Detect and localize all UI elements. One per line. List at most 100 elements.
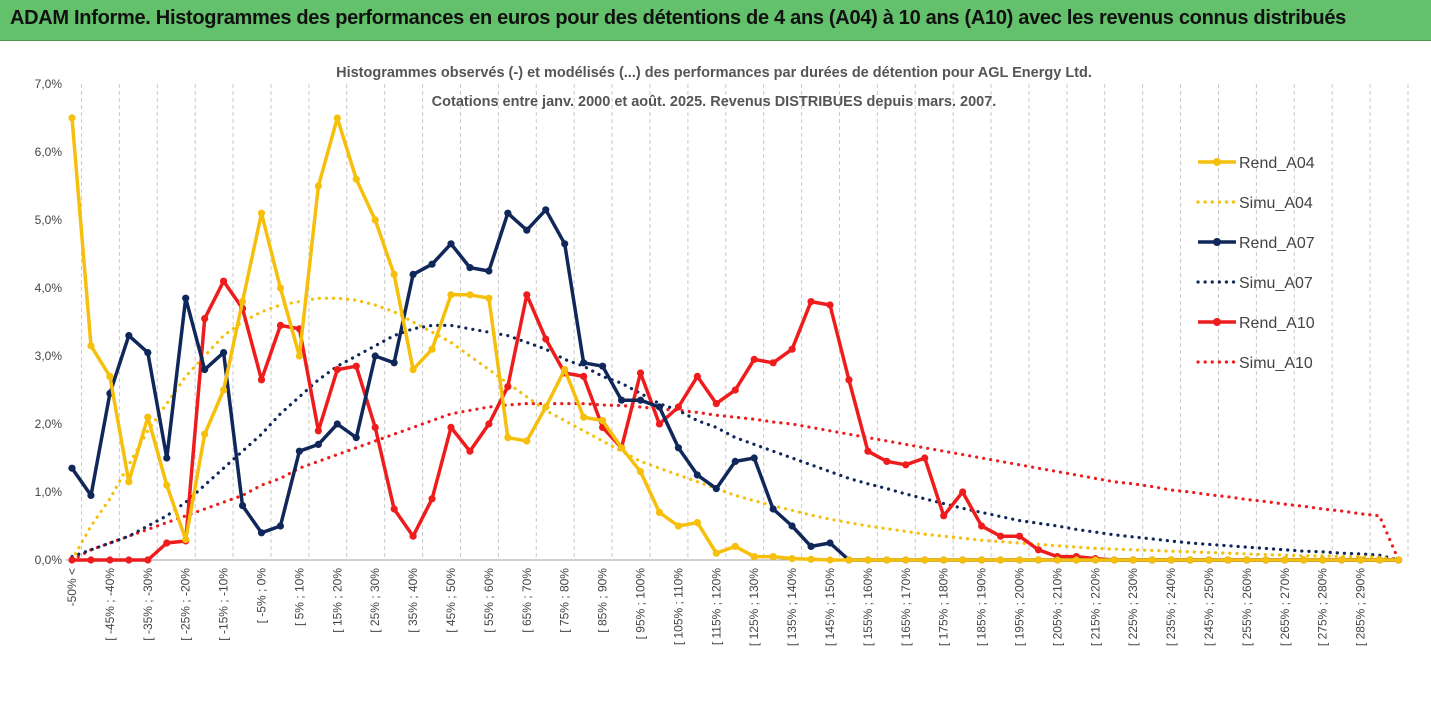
data-point (769, 505, 777, 513)
data-point (1034, 556, 1043, 564)
series-line (70, 323, 1401, 562)
x-tick-label: [ 155% ; 160% (861, 568, 875, 646)
data-point (87, 556, 95, 564)
data-point (712, 485, 720, 493)
x-tick-label: [ 205% ; 210% (1050, 568, 1064, 646)
data-point (693, 519, 701, 527)
data-point (826, 556, 834, 564)
data-point (542, 206, 550, 214)
data-point (523, 437, 531, 445)
legend-item-rend-a10: Rend_A10 (1198, 315, 1315, 332)
data-point (769, 553, 777, 561)
data-point (1224, 556, 1232, 564)
x-tick-label: [ -35% ; -30% (141, 568, 155, 641)
y-tick-label: 7,0% (35, 77, 63, 91)
data-point (352, 362, 360, 370)
data-point (996, 556, 1005, 564)
series-rend-a07 (68, 206, 1403, 564)
data-point (447, 291, 455, 299)
data-point (485, 294, 493, 302)
report-banner: ADAM Informe. Histogrammes des performan… (0, 0, 1431, 41)
data-point (1186, 556, 1194, 564)
series-simu-a07 (70, 323, 1401, 562)
x-tick-label: [ 245% ; 250% (1202, 568, 1216, 646)
data-point (144, 349, 152, 357)
legend-label: Rend_A07 (1239, 235, 1315, 252)
legend-label: Simu_A04 (1239, 195, 1313, 212)
data-point (1091, 556, 1099, 564)
data-point (580, 372, 588, 380)
data-point (428, 260, 436, 268)
data-point (333, 420, 341, 428)
data-point (996, 532, 1005, 540)
data-point (807, 298, 815, 306)
x-tick-label: [ 285% ; 290% (1354, 568, 1368, 646)
data-point (731, 386, 739, 394)
x-tick-label: [ 125% ; 130% (747, 568, 761, 646)
x-tick-label: [ 235% ; 240% (1164, 568, 1178, 646)
data-point (87, 491, 95, 499)
data-point (1357, 556, 1365, 564)
data-point (845, 376, 853, 384)
data-point (504, 383, 512, 391)
y-tick-label: 1,0% (35, 485, 63, 499)
data-point (409, 366, 417, 374)
y-tick-label: 4,0% (35, 281, 63, 295)
data-point (1034, 546, 1043, 554)
data-point (333, 366, 341, 374)
legend-item-simu-a04: Simu_A04 (1196, 195, 1313, 212)
data-point (201, 315, 209, 323)
data-point (276, 522, 285, 530)
data-point (542, 403, 550, 411)
data-point (504, 434, 512, 442)
x-tick-label: [ 195% ; 200% (1013, 568, 1027, 646)
data-point (940, 512, 948, 520)
data-point (87, 342, 95, 350)
data-point (636, 369, 645, 377)
x-tick-label: [ 45% ; 50% (444, 568, 458, 633)
y-tick-label: 2,0% (35, 417, 63, 431)
legend: Rend_A04 Simu_A04 Rend_A07 Simu_A07 Rend_A10… (1196, 155, 1315, 372)
data-point (636, 468, 645, 476)
data-point (333, 114, 341, 122)
data-point (1243, 556, 1251, 564)
data-point (580, 359, 588, 367)
data-point (1129, 556, 1137, 564)
data-point (940, 556, 948, 564)
x-tick-label: [ 115% ; 120% (709, 568, 723, 645)
data-point (428, 345, 436, 353)
data-point (257, 209, 266, 217)
data-point (921, 454, 929, 462)
x-tick-label: [ 55% ; 60% (482, 568, 496, 633)
data-point (921, 556, 929, 564)
data-point (1148, 556, 1156, 564)
data-point (978, 522, 986, 530)
x-tick-label: -50% < (65, 568, 79, 606)
legend-label: Rend_A04 (1239, 155, 1315, 172)
x-axis: -50% < [ -45% ; -40% [ -35% ; -30% [ -25% ;… (65, 568, 1368, 646)
data-point (788, 555, 796, 563)
data-point (864, 447, 872, 455)
data-point (1072, 556, 1080, 564)
x-tick-label: [ 175% ; 180% (937, 568, 951, 646)
data-point (674, 403, 683, 411)
data-point (1053, 556, 1061, 564)
data-point (561, 240, 569, 248)
legend-item-rend-a04: Rend_A04 (1198, 155, 1315, 172)
data-point (390, 270, 398, 278)
data-point (788, 345, 796, 353)
data-point (163, 481, 171, 489)
data-point (523, 291, 531, 299)
data-point (750, 454, 758, 462)
data-point (238, 502, 247, 510)
data-point (106, 556, 114, 564)
legend-label: Rend_A10 (1239, 315, 1315, 332)
data-point (1262, 556, 1270, 564)
grid-layer (66, 84, 1409, 561)
x-tick-label: [ -15% ; -10% (217, 568, 231, 641)
data-point (542, 335, 550, 343)
data-point (883, 556, 891, 564)
data-point (125, 332, 133, 340)
legend-item-simu-a10: Simu_A10 (1196, 355, 1313, 372)
data-point (352, 175, 360, 183)
